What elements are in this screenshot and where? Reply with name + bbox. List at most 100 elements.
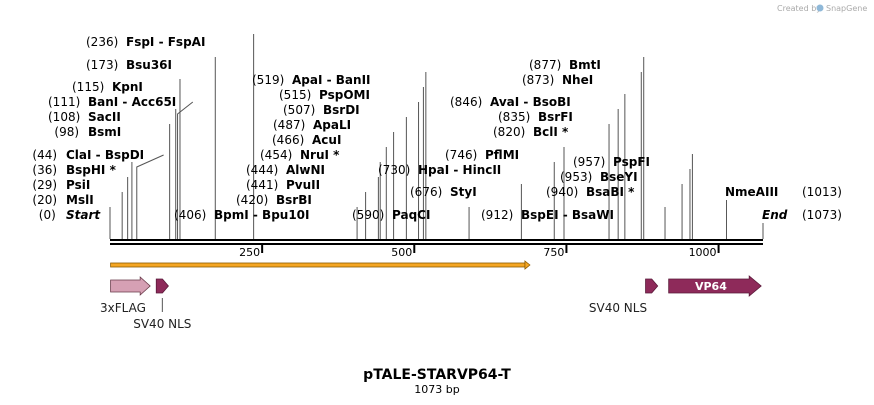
- site-name: NruI *: [300, 148, 340, 162]
- site-position: (454): [260, 148, 292, 162]
- site-label: (406) BpmI - Bpu10I: [174, 208, 309, 222]
- site-position: (444): [246, 163, 278, 177]
- site-label: (676) StyI: [410, 185, 477, 199]
- site-label: (873) NheI: [522, 73, 593, 87]
- site-bsu36i[interactable]: (173) Bsu36I: [86, 58, 172, 72]
- site-paqci[interactable]: (590) PaqCI: [352, 208, 430, 222]
- site-position: (746): [445, 148, 477, 162]
- site-name: BspHI *: [66, 163, 117, 177]
- feature-arrow: [668, 275, 762, 297]
- site-position: (98): [54, 125, 79, 139]
- site-label: (877) BmtI: [529, 58, 601, 72]
- site-pspomi[interactable]: (515) PspOMI: [279, 88, 370, 102]
- site-label: (846) AvaI - BsoBI: [450, 95, 571, 109]
- site-leader-lines: [109, 34, 764, 239]
- feature-vp64-3[interactable]: VP64: [668, 275, 762, 297]
- plasmid-title: pTALE-STARVP64-T: [363, 367, 511, 383]
- site-pspfi[interactable]: (957) PspFI: [573, 155, 650, 169]
- site-label: (0) Start: [39, 208, 102, 222]
- site-name: BsrFI: [538, 110, 573, 124]
- site-name: FspI - FspAI: [126, 35, 205, 49]
- site-position: (441): [246, 178, 278, 192]
- site-end[interactable]: End (1073): [762, 208, 842, 222]
- site-label: (730) HpaI - HincII: [378, 163, 501, 177]
- site-bsrfi[interactable]: (835) BsrFI: [498, 110, 573, 124]
- site-name: HpaI - HincII: [418, 163, 501, 177]
- site-name: KpnI: [112, 80, 143, 94]
- site-name: BsmI: [88, 125, 121, 139]
- site-bsrdi[interactable]: (507) BsrDI: [283, 103, 360, 117]
- site-hpai-hincii[interactable]: (730) HpaI - HincII: [378, 163, 501, 177]
- site-bsmi[interactable]: (98) BsmI: [54, 125, 121, 139]
- site-name: BseYI: [600, 170, 638, 184]
- site-label: (115) KpnI: [72, 80, 143, 94]
- feature-3xflag-0[interactable]: 3xFLAG: [100, 276, 151, 315]
- site-apali[interactable]: (487) ApaLI: [273, 118, 351, 132]
- site-position: (115): [72, 80, 104, 94]
- site-position: (912): [481, 208, 513, 222]
- site-alwni[interactable]: (444) AlwNI: [246, 163, 325, 177]
- site-pvuii[interactable]: (441) PvuII: [246, 178, 320, 192]
- site-position: (111): [48, 95, 80, 109]
- feature-sv40-nls-1[interactable]: SV40 NLS: [133, 278, 191, 331]
- site-position: (590): [352, 208, 384, 222]
- axis-tick-label: 500: [391, 246, 412, 259]
- site-name: NheI: [562, 73, 593, 87]
- site-position: (957): [573, 155, 605, 169]
- site-position: (1013): [802, 185, 842, 199]
- site-bsabi[interactable]: (940) BsaBI *: [546, 185, 635, 199]
- site-acui[interactable]: (466) AcuI: [272, 133, 341, 147]
- site-label: (108) SacII: [48, 110, 121, 124]
- site-position: (519): [252, 73, 284, 87]
- site-clai-bspdi[interactable]: (44) ClaI - BspDI: [32, 148, 144, 162]
- site-bani-acc65i[interactable]: (111) BanI - Acc65I: [48, 95, 176, 109]
- site-position: (236): [86, 35, 118, 49]
- site-bcli[interactable]: (820) BclI *: [493, 125, 569, 139]
- site-label: (173) Bsu36I: [86, 58, 172, 72]
- site-start[interactable]: (0) Start: [39, 208, 102, 222]
- site-position: (406): [174, 208, 206, 222]
- site-name: MslI: [66, 193, 94, 207]
- site-label: (746) PflMI: [445, 148, 519, 162]
- snapgene-credit: Created by SnapGene: [777, 4, 867, 13]
- site-position: (730): [378, 163, 410, 177]
- credit-text: Created by: [777, 4, 821, 13]
- site-bpmi-bpu10i[interactable]: (406) BpmI - Bpu10I: [174, 208, 309, 222]
- site-psii[interactable]: (29) PsiI: [32, 178, 90, 192]
- site-bmti[interactable]: (877) BmtI: [529, 58, 601, 72]
- site-bsphi[interactable]: (36) BspHI *: [32, 163, 116, 177]
- site-position: (29): [32, 178, 57, 192]
- site-avai-bsobi[interactable]: (846) AvaI - BsoBI: [450, 95, 571, 109]
- site-label: (820) BclI *: [493, 125, 569, 139]
- site-msli[interactable]: (20) MslI: [32, 193, 93, 207]
- site-position: (0): [39, 208, 56, 222]
- site-position: (846): [450, 95, 482, 109]
- site-label: (957) PspFI: [573, 155, 650, 169]
- site-nhei[interactable]: (873) NheI: [522, 73, 593, 87]
- site-pflmi[interactable]: (746) PflMI: [445, 148, 519, 162]
- site-label: (111) BanI - Acc65I: [48, 95, 176, 109]
- site-bspei-bsawi[interactable]: (912) BspEI - BsaWI: [481, 208, 614, 222]
- site-position: (466): [272, 133, 304, 147]
- site-nmeaiii[interactable]: NmeAIII (1013): [725, 185, 842, 199]
- site-fspi-fspai[interactable]: (236) FspI - FspAI: [86, 35, 205, 49]
- feature-sv40-nls-2[interactable]: SV40 NLS: [589, 278, 659, 315]
- feature-arrow: [155, 278, 169, 294]
- orf-bar[interactable]: [110, 262, 527, 268]
- site-nrui[interactable]: (454) NruI *: [260, 148, 340, 162]
- site-bseyi[interactable]: (953) BseYI: [560, 170, 638, 184]
- site-styi[interactable]: (676) StyI: [410, 185, 477, 199]
- site-kpni[interactable]: (115) KpnI: [72, 80, 143, 94]
- site-apai-banii[interactable]: (519) ApaI - BanII: [252, 73, 371, 87]
- site-label: (454) NruI *: [260, 148, 340, 162]
- site-name: End: [762, 208, 788, 222]
- site-name: BspEI - BsaWI: [521, 208, 614, 222]
- site-sacii[interactable]: (108) SacII: [48, 110, 121, 124]
- site-label: (420) BsrBI: [236, 193, 312, 207]
- site-label: (444) AlwNI: [246, 163, 325, 177]
- site-bsrbi[interactable]: (420) BsrBI: [236, 193, 312, 207]
- site-name: BclI *: [533, 125, 569, 139]
- site-position: (820): [493, 125, 525, 139]
- snapgene-logo-icon: [816, 4, 824, 12]
